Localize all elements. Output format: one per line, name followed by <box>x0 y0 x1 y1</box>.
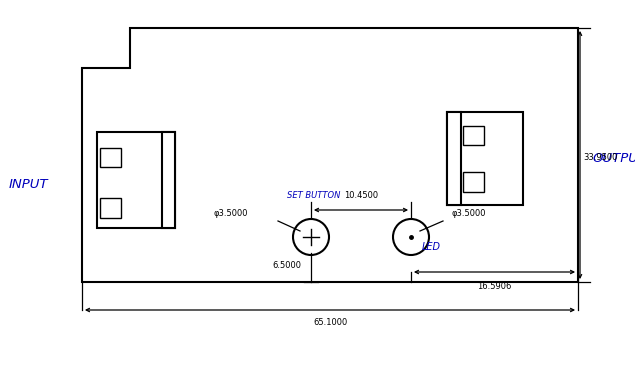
Text: SET BUTTON: SET BUTTON <box>287 192 340 200</box>
Bar <box>162 132 175 228</box>
Bar <box>97 132 175 228</box>
Bar <box>447 112 523 205</box>
Bar <box>463 126 484 145</box>
Text: LED: LED <box>422 242 441 252</box>
Text: 6.5000: 6.5000 <box>272 260 301 270</box>
Text: 16.5906: 16.5906 <box>478 282 512 291</box>
Text: OUTPUT: OUTPUT <box>592 152 635 164</box>
Bar <box>463 172 484 192</box>
Text: 10.4500: 10.4500 <box>344 191 378 200</box>
Bar <box>100 198 121 218</box>
Text: 33.9500: 33.9500 <box>583 154 617 162</box>
Text: INPUT: INPUT <box>8 179 48 192</box>
Text: φ3.5000: φ3.5000 <box>213 210 248 218</box>
Bar <box>100 148 121 167</box>
Text: 65.1000: 65.1000 <box>313 318 347 327</box>
Text: φ3.5000: φ3.5000 <box>452 210 486 218</box>
Bar <box>447 112 461 205</box>
